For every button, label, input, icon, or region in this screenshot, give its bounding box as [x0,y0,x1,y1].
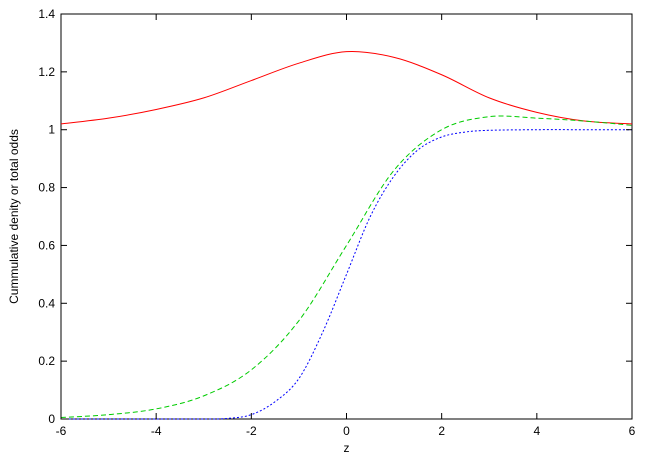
y-tick-label: 1.4 [38,7,55,21]
series-line-2 [60,115,633,419]
x-tick-label: -4 [151,424,162,438]
ticks-group [60,13,633,420]
y-tick-label: 1.2 [38,65,55,79]
x-tick-label: 2 [438,424,445,438]
plot-area [60,13,633,420]
x-tick-label: 0 [343,424,350,438]
x-tick-label: -2 [246,424,257,438]
series-group [60,50,633,420]
y-tick-label: 0 [48,412,55,426]
plot-frame [60,13,633,420]
x-tick-label: 6 [629,424,636,438]
x-axis-title: z [344,441,350,455]
x-tick-label: 4 [533,424,540,438]
y-tick-label: 0.6 [38,238,55,252]
y-axis-title: Cummulative denity or total odds [7,129,21,304]
y-tick-label: 0.8 [38,181,55,195]
x-tick-label: -6 [56,424,67,438]
tick-labels-group: -6 -4 -2 0 2 4 6 0 0.2 0.4 0.6 0.8 1 1.2 1.4 [38,7,635,438]
series-line-1 [60,50,633,125]
y-tick-label: 0.2 [38,354,55,368]
y-tick-label: 1 [48,123,55,137]
series-line-3 [61,129,632,420]
y-tick-label: 0.4 [38,296,55,310]
